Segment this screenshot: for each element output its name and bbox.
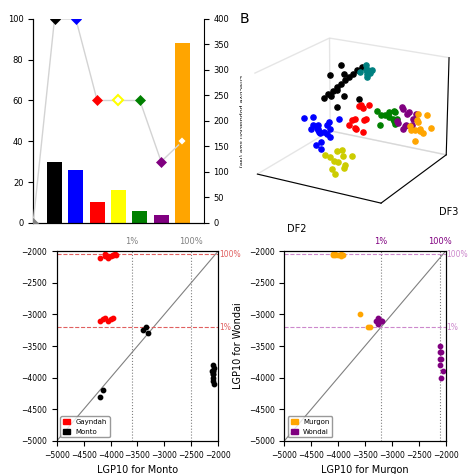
Point [99, 386, 106, 394]
X-axis label: LGP10 for Murgon: LGP10 for Murgon [321, 465, 409, 474]
Point [356, 310, 364, 318]
Point [210, 371, 217, 378]
Point [111, 251, 118, 258]
Point [139, 327, 146, 334]
Point [209, 371, 217, 378]
Bar [68, 170, 83, 223]
Bar [47, 162, 62, 223]
Text: 100%: 100% [447, 250, 468, 259]
Bar [154, 215, 169, 223]
Point [437, 355, 445, 363]
Bar [175, 44, 190, 223]
Point [364, 323, 372, 331]
Text: 100%: 100% [219, 250, 241, 259]
Point [374, 320, 382, 328]
Point [210, 367, 217, 375]
Point [334, 251, 342, 259]
Point [109, 251, 117, 259]
Text: B: B [239, 12, 249, 26]
Point [209, 367, 217, 375]
Point [332, 251, 339, 258]
Point [337, 253, 345, 260]
Point [145, 329, 152, 337]
Bar [90, 202, 105, 223]
Legend: Murgon, Wondai: Murgon, Wondai [288, 416, 332, 438]
Point [104, 253, 112, 260]
Point [378, 317, 386, 325]
X-axis label: LGP10 for Monto: LGP10 for Monto [97, 465, 178, 474]
Point [210, 365, 218, 372]
Point [96, 317, 104, 325]
Point [332, 251, 339, 259]
Point [377, 317, 385, 325]
Text: 1%: 1% [447, 323, 458, 331]
Point [337, 251, 345, 258]
Point [107, 253, 114, 260]
Point [210, 374, 217, 382]
Point [96, 254, 104, 261]
Point [209, 377, 217, 384]
Point [142, 323, 149, 331]
Point [437, 348, 444, 356]
Y-axis label: LGP10 for Wondai: LGP10 for Wondai [233, 302, 243, 390]
Bar [111, 190, 126, 223]
Y-axis label: DF3: DF3 [439, 207, 459, 217]
Point [104, 254, 112, 261]
Point [436, 355, 444, 363]
Point [107, 316, 114, 323]
Point [104, 317, 112, 325]
Point [366, 323, 374, 331]
Point [437, 342, 444, 350]
Point [437, 361, 444, 369]
Point [209, 367, 216, 375]
Point [377, 317, 385, 325]
Point [209, 361, 217, 369]
Point [112, 251, 120, 259]
Y-axis label: Effective population size (Ne): Effective population size (Ne) [238, 74, 243, 167]
Point [329, 251, 337, 258]
Point [109, 251, 117, 259]
Bar [132, 210, 147, 223]
Point [210, 380, 218, 388]
Point [101, 314, 109, 321]
Point [96, 393, 104, 401]
Text: 1%: 1% [219, 323, 231, 331]
Point [438, 374, 445, 382]
Point [340, 251, 347, 259]
Point [99, 316, 106, 323]
Point [374, 314, 382, 321]
Point [101, 253, 109, 260]
Point [329, 251, 337, 259]
Point [439, 367, 447, 375]
Point [372, 317, 380, 325]
Point [438, 348, 445, 356]
Legend: Gayndah, Monto: Gayndah, Monto [60, 416, 110, 438]
X-axis label: DF2: DF2 [287, 224, 307, 234]
Point [109, 314, 117, 321]
Point [101, 251, 109, 258]
